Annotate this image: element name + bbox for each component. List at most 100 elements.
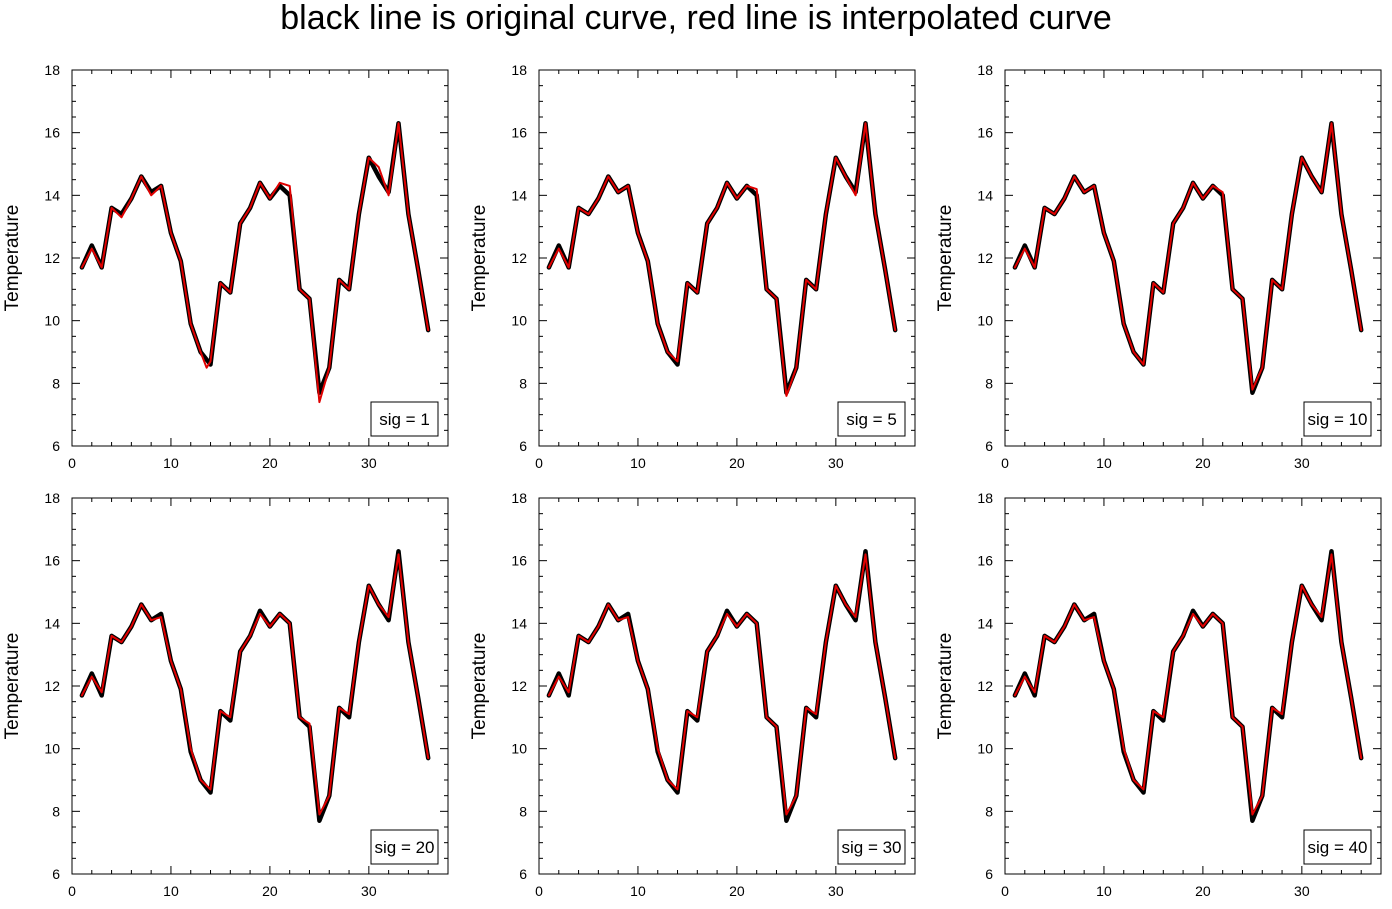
series-interpolated-line — [80, 122, 430, 404]
annotation-box — [370, 829, 439, 865]
panel-2: 0 10 20 30 6 8 10 12 14 16 18 Temperature sig = 5 — [469, 62, 916, 471]
series-interpolated-line — [547, 553, 897, 816]
x-tick-label: 10 — [630, 455, 646, 471]
annotation-label: sig = 10 — [1307, 410, 1367, 429]
y-tick-label: 14 — [44, 187, 60, 203]
y-tick-label: 18 — [511, 490, 527, 506]
y-tick-label: 16 — [511, 553, 527, 569]
y-tick-label: 14 — [977, 615, 993, 631]
panel-6: 0 10 20 30 6 8 10 12 14 16 18 Temperature sig = 40 — [935, 490, 1382, 899]
y-tick-label: 10 — [511, 741, 527, 757]
x-tick-label: 20 — [729, 883, 745, 899]
y-axis-label: Temperature — [2, 205, 23, 312]
y-tick-label: 10 — [977, 313, 993, 329]
y-tick-label: 18 — [977, 490, 993, 506]
y-tick-label: 6 — [52, 866, 60, 882]
y-tick-label: 16 — [511, 125, 527, 141]
annotation-label: sig = 1 — [379, 410, 430, 429]
x-tick-label: 30 — [1294, 455, 1310, 471]
y-tick-label: 14 — [511, 615, 527, 631]
y-tick-label: 8 — [52, 375, 60, 391]
y-axis-label: Temperature — [935, 633, 956, 740]
x-tick-label: 30 — [828, 455, 844, 471]
x-tick-label: 0 — [535, 883, 543, 899]
annotation-box — [837, 401, 906, 437]
x-tick-label: 10 — [163, 883, 179, 899]
y-tick-label: 10 — [44, 313, 60, 329]
series-interpolated-line — [547, 122, 897, 397]
y-axis-label: Temperature — [469, 633, 490, 740]
x-tick-label: 0 — [68, 883, 76, 899]
y-tick-label: 18 — [44, 490, 60, 506]
x-tick-label: 10 — [1096, 883, 1112, 899]
x-tick-label: 10 — [1096, 455, 1112, 471]
series-interpolated-line — [1013, 553, 1363, 816]
annotation-box — [837, 829, 906, 865]
x-tick-label: 10 — [163, 455, 179, 471]
panel-3: 0 10 20 30 6 8 10 12 14 16 18 Temperature sig = 10 — [935, 62, 1382, 471]
y-tick-label: 16 — [44, 553, 60, 569]
y-tick-label: 12 — [44, 678, 60, 694]
plot-frame — [1004, 497, 1382, 875]
y-tick-label: 10 — [44, 741, 60, 757]
y-tick-label: 18 — [977, 62, 993, 78]
annotation-label: sig = 5 — [846, 410, 897, 429]
x-tick-label: 0 — [535, 455, 543, 471]
figure-title: black line is original curve, red line i… — [280, 0, 1112, 37]
series-interpolated-line — [1013, 122, 1363, 391]
series-original-line — [1012, 549, 1364, 823]
y-tick-label: 14 — [44, 615, 60, 631]
x-tick-label: 20 — [262, 455, 278, 471]
series-original-line — [546, 549, 898, 823]
x-tick-label: 30 — [1294, 883, 1310, 899]
x-tick-label: 20 — [1195, 455, 1211, 471]
y-tick-label: 12 — [977, 678, 993, 694]
x-tick-label: 0 — [1001, 455, 1009, 471]
y-tick-label: 16 — [977, 125, 993, 141]
x-tick-label: 30 — [361, 883, 377, 899]
x-tick-label: 0 — [1001, 883, 1009, 899]
y-tick-label: 12 — [44, 250, 60, 266]
y-tick-label: 12 — [977, 250, 993, 266]
y-axis-label: Temperature — [469, 205, 490, 312]
annotation-label: sig = 30 — [841, 838, 901, 857]
y-axis-label: Temperature — [2, 633, 23, 740]
y-tick-label: 14 — [511, 187, 527, 203]
x-tick-label: 20 — [262, 883, 278, 899]
plot-frame — [71, 497, 449, 875]
x-tick-label: 20 — [729, 455, 745, 471]
y-tick-label: 14 — [977, 187, 993, 203]
y-tick-label: 16 — [977, 553, 993, 569]
y-tick-label: 6 — [52, 438, 60, 454]
y-tick-label: 12 — [511, 678, 527, 694]
y-tick-label: 8 — [519, 803, 527, 819]
x-tick-label: 10 — [630, 883, 646, 899]
y-tick-label: 12 — [511, 250, 527, 266]
plot-frame — [538, 69, 916, 447]
series-interpolated-line — [80, 553, 430, 816]
y-tick-label: 10 — [511, 313, 527, 329]
plot-frame — [538, 497, 916, 875]
y-tick-label: 18 — [511, 62, 527, 78]
y-tick-label: 10 — [977, 741, 993, 757]
x-tick-label: 30 — [361, 455, 377, 471]
y-axis-label: Temperature — [935, 205, 956, 312]
x-tick-label: 0 — [68, 455, 76, 471]
annotation-label: sig = 20 — [374, 838, 434, 857]
y-tick-label: 8 — [519, 375, 527, 391]
annotation-box — [1303, 829, 1372, 865]
y-tick-label: 16 — [44, 125, 60, 141]
panel-4: 0 10 20 30 6 8 10 12 14 16 18 Temperature sig = 20 — [2, 490, 449, 899]
annotation-box — [1303, 401, 1372, 437]
y-tick-label: 8 — [985, 803, 993, 819]
series-original-line — [546, 121, 898, 395]
y-tick-label: 6 — [985, 438, 993, 454]
annotation-label: sig = 40 — [1307, 838, 1367, 857]
series-original-line — [79, 549, 431, 823]
panel-1: 0 10 20 30 6 8 10 12 14 16 18 Temperature sig = 1 — [2, 62, 449, 471]
y-tick-label: 6 — [985, 866, 993, 882]
y-tick-label: 8 — [52, 803, 60, 819]
panel-5: 0 10 20 30 6 8 10 12 14 16 18 Temperature sig = 30 — [469, 490, 916, 899]
y-tick-label: 6 — [519, 866, 527, 882]
